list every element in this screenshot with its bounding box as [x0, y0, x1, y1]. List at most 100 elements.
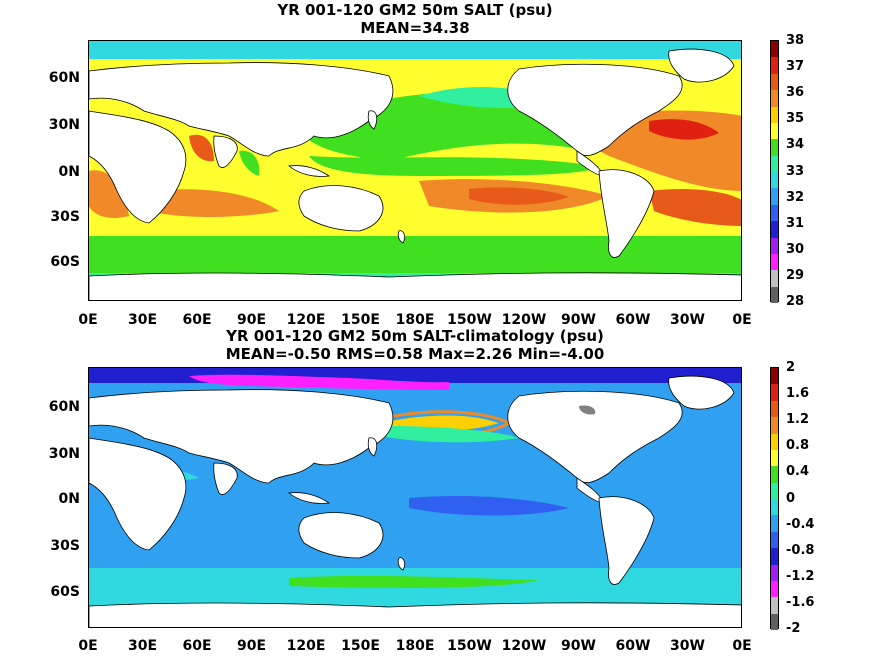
lon-tick-label: 120W: [501, 312, 547, 328]
colorbar-swatch: [771, 286, 778, 303]
lat-tick-label: 60S: [50, 584, 80, 600]
colorbar-tick-label: 32: [786, 189, 805, 205]
lon-tick-label: 150W: [447, 638, 492, 654]
lon-tick-label: 0E: [78, 312, 98, 328]
colorbar-swatch: [771, 449, 778, 467]
colorbar-tick-label: 34: [786, 137, 805, 153]
arctic-band: [89, 368, 741, 383]
south-indian-orange: [149, 189, 279, 217]
colorbar-tick-label: 0.4: [786, 464, 810, 480]
panel1-title-line1: YR 001-120 GM2 50m SALT (psu): [277, 1, 553, 19]
panel2-title-line2: MEAN=-0.50 RMS=0.58 Max=2.26 Min=-4.00: [225, 345, 605, 363]
colorbar-swatch: [771, 41, 778, 58]
lon-tick-label: 120E: [286, 638, 326, 654]
panel2-map-svg: [89, 368, 741, 627]
south-atlantic-orange: [649, 189, 741, 226]
land-antarctica: [89, 272, 741, 300]
land-greenland: [668, 48, 735, 83]
lon-tick-label: 0E: [78, 638, 98, 654]
colorbar-tick-label: 35: [786, 111, 805, 127]
land-north-america: [507, 390, 683, 483]
colorbar-swatch: [771, 531, 778, 549]
lon-tick-label: 60W: [615, 312, 651, 328]
land-africa: [89, 110, 187, 224]
colorbar-swatch: [771, 368, 778, 385]
bay-of-bengal: [239, 150, 260, 176]
lon-tick-label: 30W: [670, 312, 705, 328]
south-pacific-blue: [409, 496, 569, 516]
panel1-colorbar: [770, 40, 779, 303]
lat-tick-label: 30S: [50, 538, 80, 554]
land-masses: [89, 375, 741, 627]
lon-tick-label: 120W: [501, 638, 547, 654]
colorbar-tick-label: 33: [786, 163, 805, 179]
colorbar-swatch: [771, 90, 778, 107]
south-pacific-max: [469, 187, 569, 205]
colorbar-swatch: [771, 400, 778, 418]
colorbar-tick-label: 1.2: [786, 412, 810, 428]
lon-tick-label: 0E: [732, 312, 752, 328]
colorbar-swatch: [771, 172, 778, 189]
southern-ocean-green: [289, 575, 539, 588]
lon-tick-label: 90W: [561, 638, 596, 654]
lon-tick-label: 150W: [447, 312, 492, 328]
colorbar-tick-label: 31: [786, 215, 805, 231]
colorbar-tick-label: -2: [786, 621, 801, 636]
land-eurasia: [89, 389, 394, 484]
colorbar-tick-label: -1.6: [786, 594, 815, 610]
land-north-america: [507, 63, 683, 156]
lon-tick-label: 90E: [236, 312, 267, 328]
land-antarctica: [89, 602, 741, 627]
lat-tick-label: 0N: [58, 491, 80, 507]
land-india: [213, 462, 238, 495]
panel1-title-line2: MEAN=34.38: [360, 19, 470, 37]
lon-tick-label: 180E: [395, 312, 435, 328]
colorbar-tick-label: 0: [786, 490, 796, 506]
land-australia: [298, 185, 384, 232]
lat-tick-label: 60N: [48, 70, 80, 86]
colorbar-swatch: [771, 384, 778, 401]
land-africa: [89, 437, 187, 551]
colorbar-swatch: [771, 515, 778, 532]
colorbar-swatch: [771, 433, 778, 450]
colorbar-swatch: [771, 188, 778, 205]
colorbar-tick-label: 37: [786, 59, 805, 75]
lon-tick-label: 180E: [395, 638, 435, 654]
colorbar-tick-label: -0.4: [786, 516, 815, 532]
colorbar-tick-label: -0.8: [786, 542, 815, 558]
lon-tick-label: 90W: [561, 312, 596, 328]
equatorial-pacific: [309, 156, 599, 176]
lon-tick-label: 150E: [341, 312, 380, 328]
land-japan: [367, 110, 378, 130]
land-new-zealand: [397, 230, 406, 244]
lon-tick-label: 30E: [127, 638, 158, 654]
lat-tick-label: 60S: [50, 254, 80, 270]
lon-tick-label: 120E: [286, 312, 326, 328]
lon-tick-label: 90E: [236, 638, 267, 654]
colorbar-swatch: [771, 221, 778, 238]
southern-ocean-band: [89, 236, 741, 276]
lon-tick-label: 60W: [615, 638, 651, 654]
panel1-map-svg: [89, 41, 741, 300]
colorbar-swatch: [771, 613, 778, 630]
lat-tick-label: 30S: [50, 209, 80, 225]
lat-tick-label: 60N: [48, 399, 80, 415]
north-pacific-green: [349, 426, 519, 443]
panel2-title-line1: YR 001-120 GM2 50m SALT-climatology (psu…: [226, 327, 604, 345]
lat-tick-label: 0N: [58, 164, 80, 180]
colorbar-tick-label: 28: [786, 294, 805, 309]
colorbar-swatch: [771, 466, 778, 483]
land-india: [213, 135, 238, 168]
colorbar-swatch: [771, 482, 778, 499]
colorbar-swatch: [771, 417, 778, 434]
north-atlantic-red: [649, 119, 719, 140]
lon-tick-label: 30W: [670, 638, 705, 654]
colorbar-swatch: [771, 548, 778, 565]
land-masses: [89, 48, 741, 300]
lon-tick-label: 60E: [182, 312, 212, 328]
lon-tick-label: 150E: [341, 638, 380, 654]
colorbar-swatch: [771, 237, 778, 254]
colorbar-tick-label: 0.8: [786, 438, 810, 454]
panel2-colorbar: [770, 367, 779, 630]
colorbar-swatch: [771, 580, 778, 598]
